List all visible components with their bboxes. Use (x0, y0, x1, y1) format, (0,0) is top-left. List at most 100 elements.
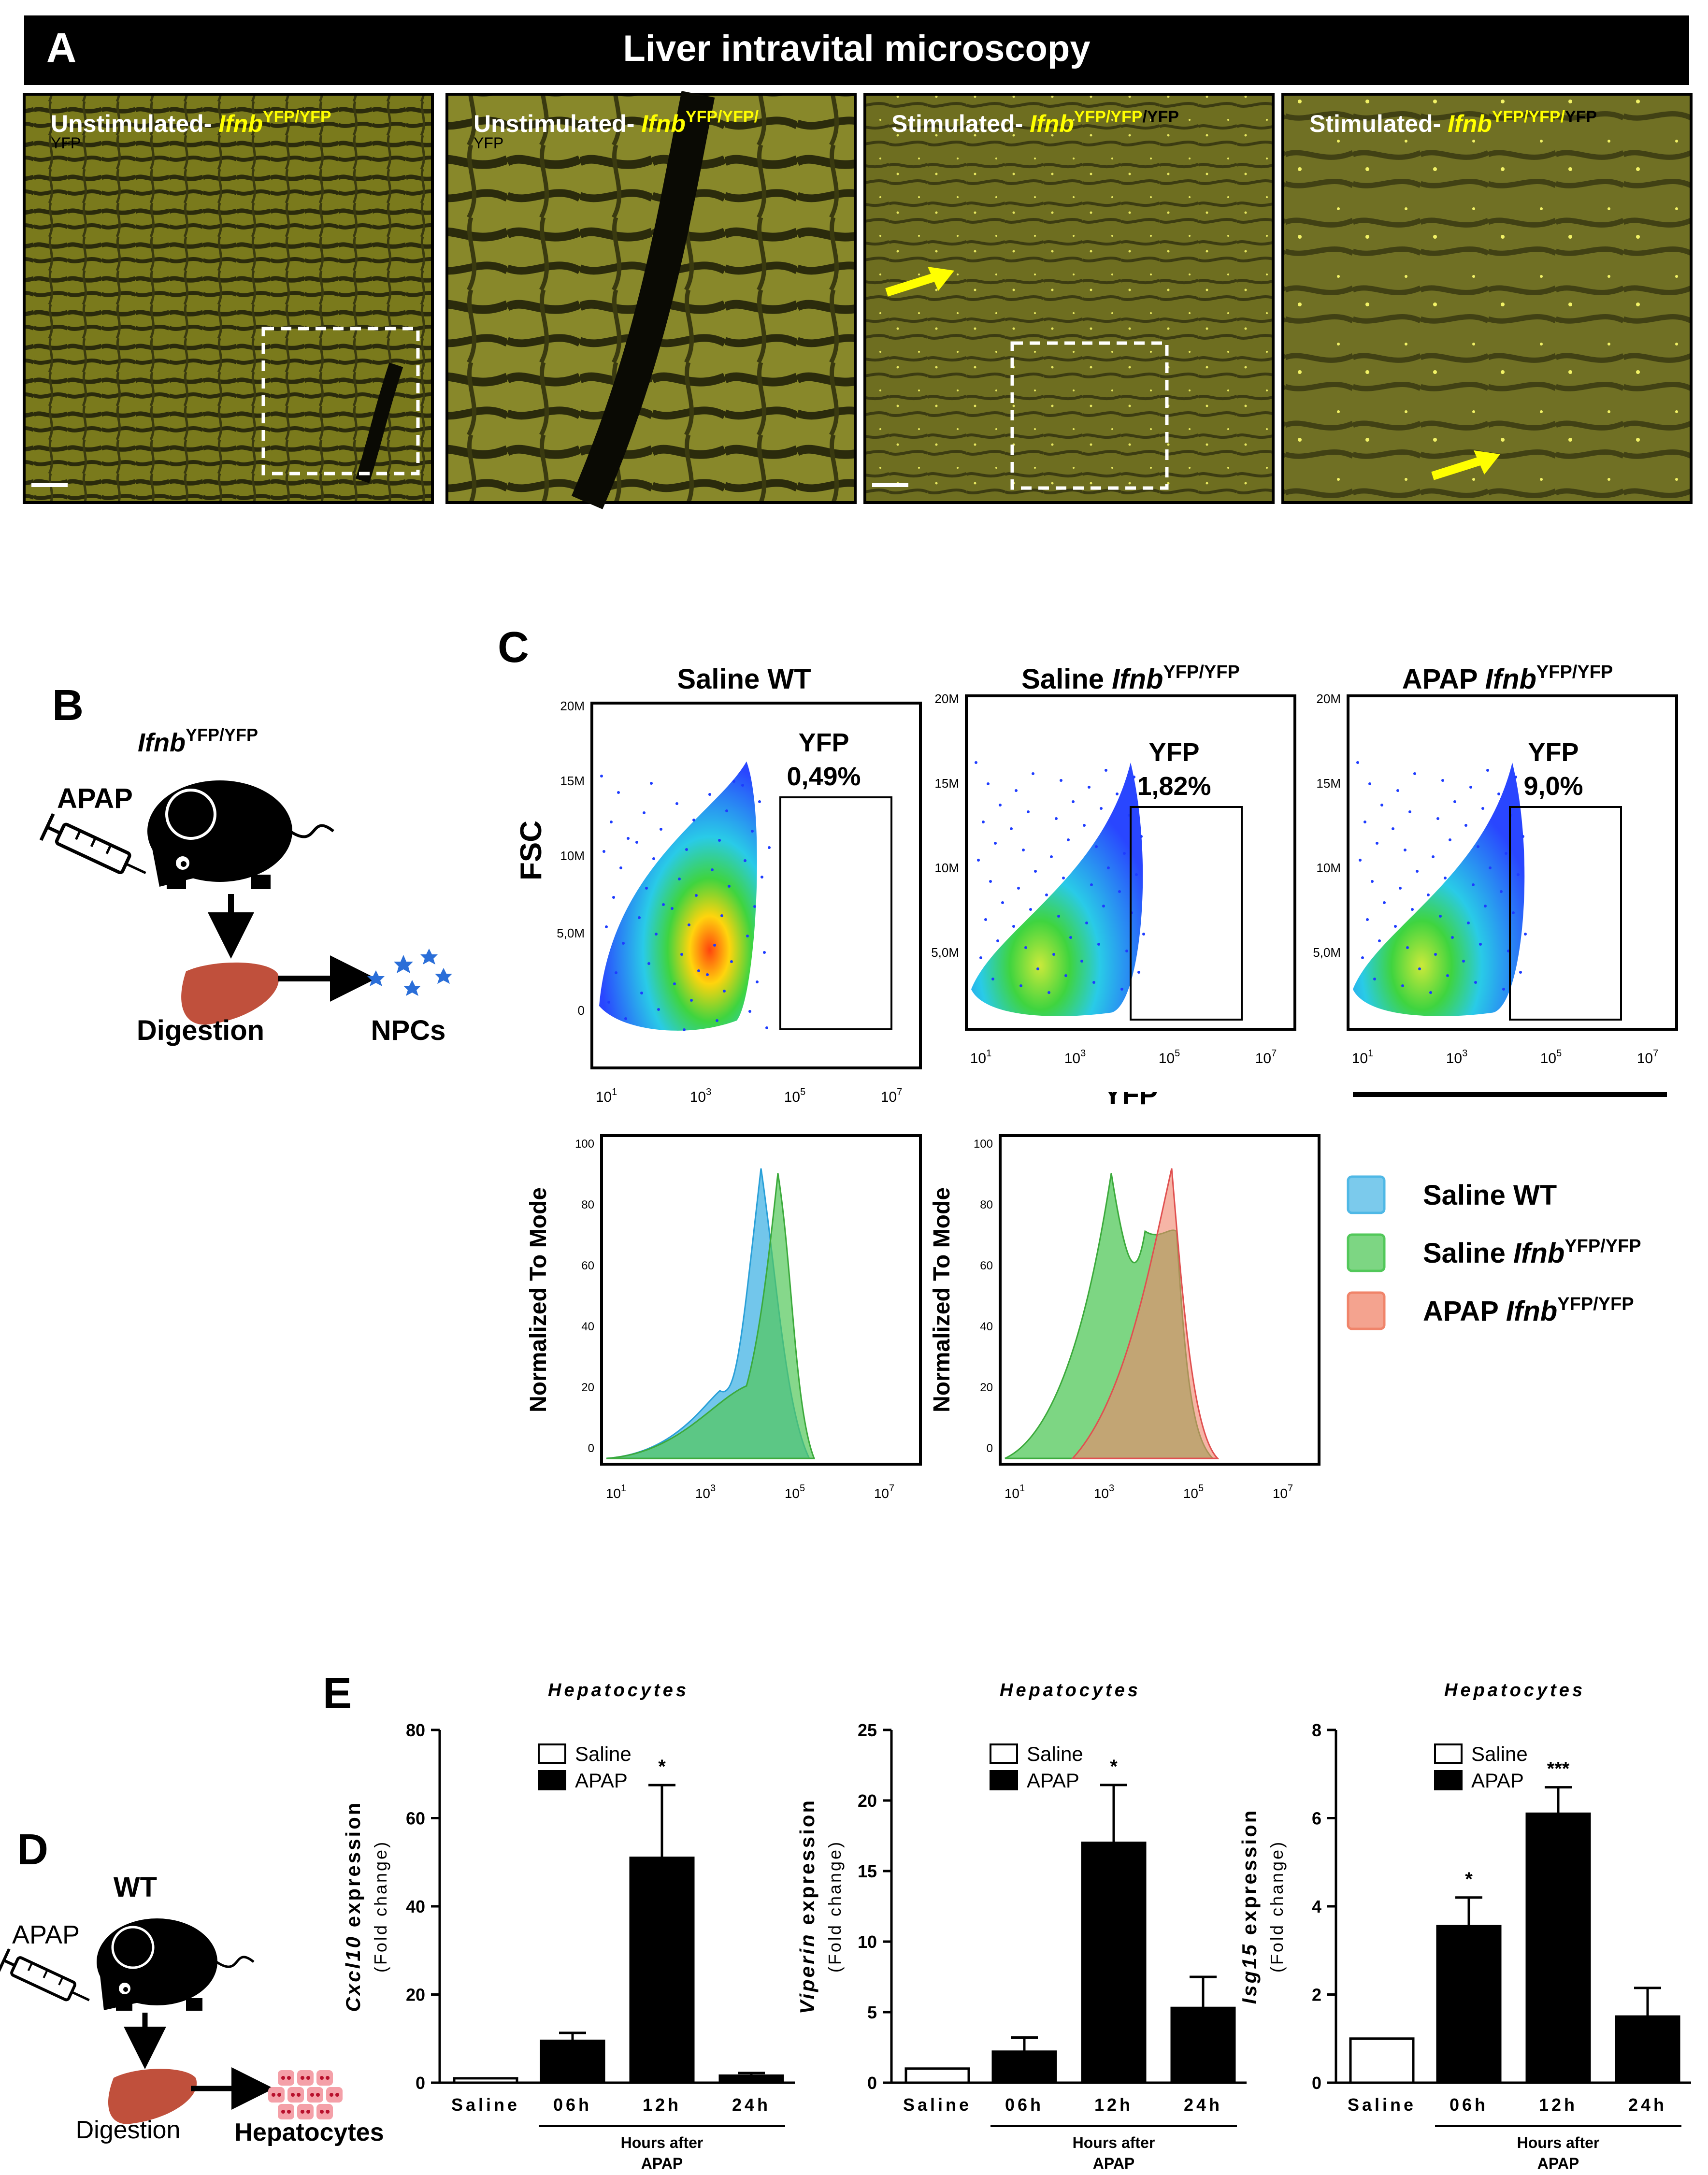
scatter-point (1427, 893, 1430, 896)
arrow-head-icon (1474, 450, 1500, 475)
scatter-plot: Saline IfnbYFP/YFP YFP 1,82% 20M 15M 10M 5,0M 1… (931, 662, 1296, 1066)
scatter-point (763, 951, 766, 954)
nucleus (297, 2093, 301, 2097)
scatter-point (1477, 845, 1479, 848)
legend-swatch (990, 1770, 1018, 1790)
x-tick-label: 105 (785, 1483, 805, 1501)
panel-d: D WT APAP Digestion Hepatoc (0, 1826, 384, 2146)
scatter-point (1080, 960, 1083, 963)
y-tick-label: 20 (858, 1791, 877, 1811)
scale-bar (872, 483, 908, 487)
microscopy-tile: Stimulated- IfnbYFP/YFP/YFP (1281, 93, 1693, 504)
y-tick-label: 10M (934, 861, 959, 875)
scatter-point (688, 923, 690, 926)
scatter-point (987, 782, 990, 785)
scatter-point (673, 982, 676, 985)
gate-label: YFP (1148, 738, 1199, 767)
scatter-point (1142, 933, 1145, 936)
scatter-point (984, 918, 987, 921)
nucleus (306, 2076, 310, 2080)
scatter-point (1085, 922, 1088, 924)
y-tick-label: 25 (858, 1720, 877, 1740)
scatter-point (1380, 804, 1383, 807)
scatter-point (657, 1008, 660, 1011)
scatter-point (1396, 789, 1399, 792)
scatter-point (728, 885, 731, 888)
hepatocyte-cell (316, 2070, 333, 2086)
nucleus (272, 2093, 275, 2097)
panel-a-letter: A (46, 25, 76, 71)
mouse-icon (147, 780, 334, 889)
hepatocyte-cell (316, 2104, 333, 2119)
y-tick-label: 10 (858, 1932, 877, 1952)
hepatocyte-cell (278, 2104, 294, 2119)
microscopy-image (1281, 93, 1693, 504)
nucleus (310, 2093, 314, 2097)
y-tick-label: 60 (406, 1809, 425, 1829)
scatter-point (1373, 978, 1376, 980)
x-tick-label: 12h (1539, 2095, 1578, 2115)
scatter-point (1017, 887, 1020, 890)
x-tick-label: 103 (1094, 1483, 1114, 1501)
bar (1081, 1842, 1147, 2084)
nucleus (320, 2110, 324, 2114)
significance-marker: *** (1547, 1758, 1570, 1780)
bar (1615, 2015, 1680, 2084)
legend-label: APAP IfnbYFP/YFP (1423, 1294, 1634, 1327)
nucleus (335, 2093, 339, 2097)
scatter-point (1032, 772, 1034, 775)
scatter-point (1036, 967, 1039, 970)
panel-b-step-npcs: NPCs (371, 1015, 446, 1046)
scatter-point (1406, 946, 1409, 949)
gate-percent: 0,49% (787, 762, 861, 791)
nucleus (287, 2110, 291, 2114)
scatter-point (1055, 817, 1058, 820)
nucleus (320, 2076, 324, 2080)
x-tick-label: 06h (1005, 2095, 1044, 2115)
x-tick-label: 107 (1637, 1048, 1659, 1066)
chart-title: Hepatocytes (548, 1680, 689, 1700)
panel-b-treatment: APAP (57, 783, 133, 814)
bar (629, 1857, 695, 2084)
group-label: APAP (641, 2155, 683, 2172)
scatter-point (1469, 786, 1472, 789)
panel-b-letter: B (52, 681, 84, 730)
legend-swatch (1434, 1770, 1463, 1790)
scatter-point (1024, 946, 1027, 949)
vessel-shadow (355, 362, 403, 483)
y-axis-sublabel: (Fold change) (371, 1840, 390, 1973)
x-tick-label: 107 (881, 1087, 903, 1105)
y-tick-label: 15 (858, 1861, 877, 1881)
scatter-point (1479, 943, 1482, 946)
scatter-point (1125, 950, 1128, 952)
microscopy-image (863, 93, 1275, 504)
legend-entry: APAP IfnbYFP/YFP (1347, 1291, 1634, 1330)
scatter-point (1502, 988, 1505, 991)
scatter-point (1120, 988, 1123, 991)
microscopy-tile: Unstimulated- IfnbYFP/YFP/YFP (445, 91, 857, 509)
microscopy-image (23, 93, 434, 504)
scatter-point (977, 859, 980, 862)
scatter-y-axis-label: FSC (515, 821, 548, 880)
microscopy-tile: Stimulated- IfnbYFP/YFP/YFP (863, 93, 1275, 504)
nucleus (281, 2110, 285, 2114)
scatter-point (1366, 918, 1369, 921)
scatter-point (1067, 838, 1070, 841)
scatter-point (655, 933, 658, 936)
legend-swatch (538, 1743, 566, 1764)
y-tick-label: 60 (581, 1259, 594, 1272)
scatter-point (711, 868, 714, 871)
scatter-point (1481, 807, 1484, 810)
scatter-point (1015, 789, 1018, 792)
legend-label: Saline IfnbYFP/YFP (1423, 1236, 1641, 1269)
legend-swatch (1347, 1291, 1386, 1330)
scatter-point (690, 999, 693, 1002)
scatter-point (1045, 893, 1048, 896)
scatter-point (999, 804, 1002, 807)
scatter-point (638, 916, 641, 919)
scatter-point (1092, 981, 1095, 984)
scatter-point (627, 837, 630, 840)
scatter-point (1083, 824, 1086, 827)
scatter-point (1371, 880, 1374, 883)
